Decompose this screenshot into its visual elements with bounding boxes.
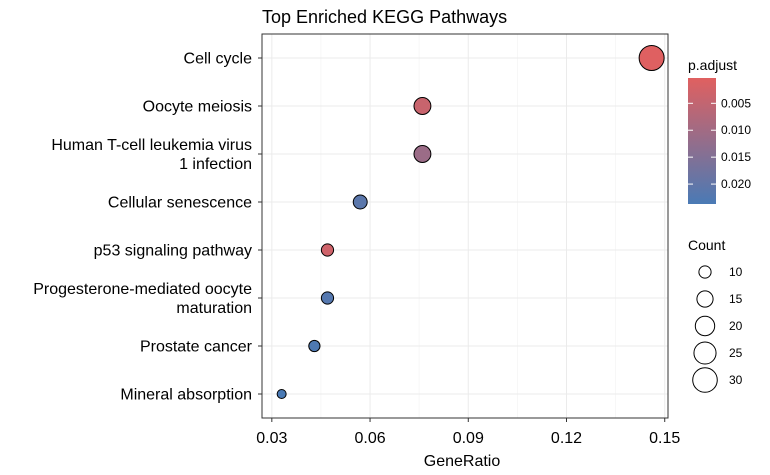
data-point bbox=[352, 194, 368, 210]
x-tick-label: 0.09 bbox=[453, 430, 484, 447]
y-tick-label-line: Progesterone-mediated oocyte bbox=[33, 281, 252, 298]
size-legend-circle bbox=[696, 290, 714, 308]
color-legend-tick-label: 0.020 bbox=[721, 177, 751, 191]
y-tick-label-line: Mineral absorption bbox=[120, 387, 252, 404]
x-axis-title: GeneRatio bbox=[424, 453, 501, 470]
x-tick-label: 0.06 bbox=[354, 430, 385, 447]
data-point bbox=[638, 45, 665, 71]
y-tick-label: Oocyte meiosis bbox=[143, 99, 252, 116]
x-tick-label: 0.15 bbox=[649, 430, 680, 447]
grid-lines bbox=[261, 33, 669, 419]
size-legend-circle bbox=[693, 341, 717, 365]
data-point bbox=[413, 145, 432, 163]
size-legend-circle bbox=[698, 265, 712, 279]
color-legend-bar bbox=[688, 78, 716, 204]
size-legend-label: 10 bbox=[729, 265, 743, 279]
y-tick-label-line: p53 signaling pathway bbox=[94, 243, 252, 260]
y-tick-label: Human T-cell leukemia virus 1 infection bbox=[51, 137, 252, 173]
color-legend-title: p.adjust bbox=[688, 57, 737, 73]
size-legend-label: 30 bbox=[729, 373, 743, 387]
plot-panel bbox=[262, 34, 668, 418]
data-point bbox=[308, 339, 321, 353]
y-tick-label-line: Human T-cell leukemia virus bbox=[51, 137, 252, 154]
y-tick-label-line: Cell cycle bbox=[184, 51, 253, 68]
color-legend-tick-label: 0.015 bbox=[721, 150, 751, 164]
size-legend-title: Count bbox=[688, 237, 725, 253]
y-tick-label-line: 1 infection bbox=[179, 156, 252, 173]
size-legend-label: 20 bbox=[729, 319, 743, 333]
size-legend-circle bbox=[692, 367, 718, 393]
size-legend-label: 15 bbox=[729, 292, 743, 306]
y-tick-label-line: Cellular senescence bbox=[108, 195, 252, 212]
size-legend-label: 25 bbox=[729, 346, 743, 360]
size-legend-circle bbox=[694, 315, 716, 337]
data-point bbox=[320, 243, 335, 257]
color-legend-tick-label: 0.010 bbox=[721, 123, 751, 137]
y-tick-label: Mineral absorption bbox=[120, 387, 252, 404]
size-legend: Count 10 15 20 25 30 bbox=[688, 237, 743, 393]
y-tick-label-line: Oocyte meiosis bbox=[143, 99, 252, 116]
x-tick-label: 0.03 bbox=[256, 430, 287, 447]
data-point bbox=[320, 291, 335, 305]
y-tick-label: Progesterone-mediated oocyte maturation bbox=[33, 281, 252, 317]
y-axis-labels: Cell cycle Oocyte meiosis Human T-cell leu… bbox=[33, 51, 262, 404]
y-tick-label: p53 signaling pathway bbox=[94, 243, 252, 260]
data-point bbox=[413, 97, 432, 115]
x-axis: 0.03 0.06 0.09 0.12 0.15 bbox=[256, 418, 680, 447]
data-points bbox=[276, 45, 665, 399]
y-tick-label-line: maturation bbox=[176, 300, 252, 317]
x-tick-label: 0.12 bbox=[551, 430, 582, 447]
chart-title: Top Enriched KEGG Pathways bbox=[262, 7, 507, 27]
y-tick-label: Cell cycle bbox=[184, 51, 253, 68]
color-legend-tick-label: 0.005 bbox=[721, 96, 751, 110]
data-point bbox=[276, 389, 287, 399]
plot-border bbox=[261, 33, 669, 419]
plot-background bbox=[262, 34, 668, 418]
color-legend: p.adjust 0.005 0.010 0.015 0.020 bbox=[688, 57, 751, 204]
y-tick-label-line: Prostate cancer bbox=[140, 339, 253, 356]
y-tick-label: Prostate cancer bbox=[140, 339, 253, 356]
y-tick-label: Cellular senescence bbox=[108, 195, 252, 212]
